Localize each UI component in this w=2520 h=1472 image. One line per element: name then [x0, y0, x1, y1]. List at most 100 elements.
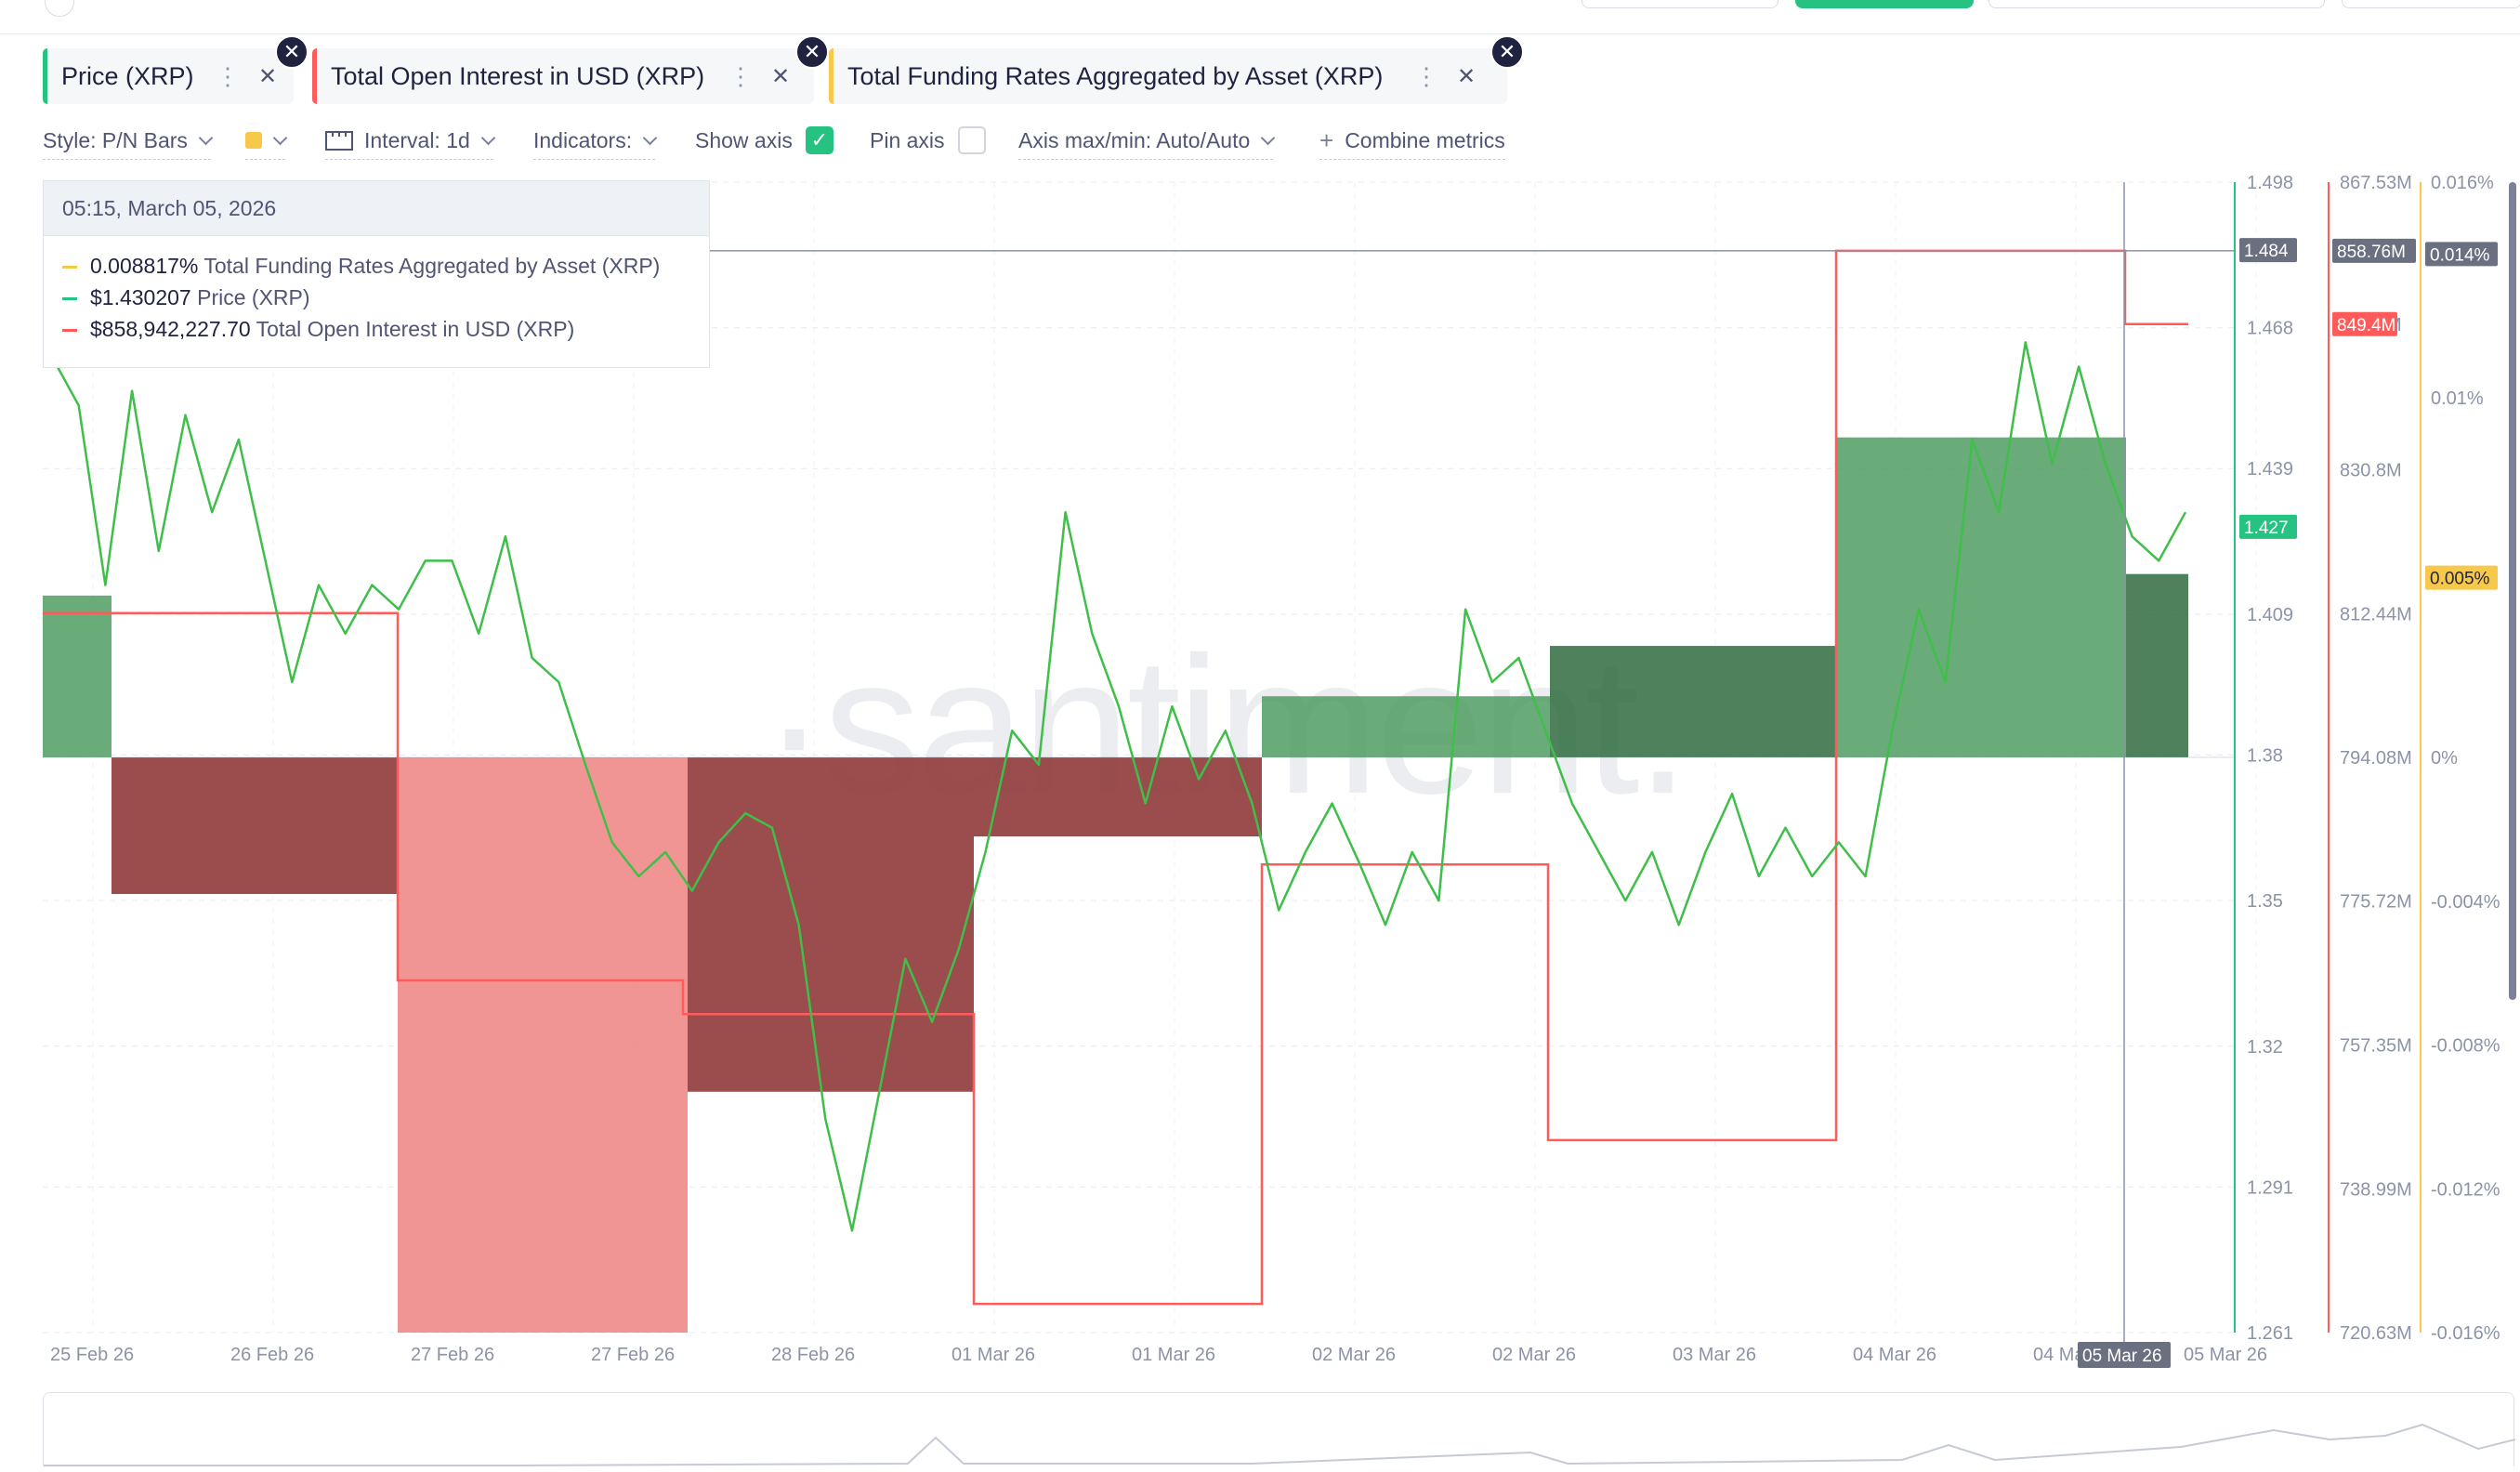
oi-badge-last: 849.4M	[2337, 316, 2395, 335]
indicators-label: Indicators:	[533, 127, 633, 152]
funding-axis-tick: -0.016%	[2431, 1323, 2500, 1344]
funding-bar-negative	[688, 757, 974, 1092]
combine-metrics-label: Combine metrics	[1345, 127, 1505, 152]
pin-axis-toggle[interactable]: Pin axis	[870, 125, 986, 156]
top-toolbar	[0, 0, 2520, 34]
funding-badge-current-bg	[2425, 242, 2498, 267]
x-axis-tick: 02 Mar 26	[1312, 1345, 1396, 1365]
legend-dash	[62, 329, 77, 333]
funding-bar-positive	[1550, 646, 1836, 757]
oi-axis-tick: 830.8M	[2340, 461, 2402, 481]
price-badge-last: 1.427	[2244, 519, 2289, 538]
tooltip-value: $1.430207	[90, 285, 191, 309]
x-axis-tick: 25 Feb 26	[50, 1345, 134, 1365]
funding-bar-negative	[112, 757, 398, 895]
interval-dropdown[interactable]: Interval: 1d	[325, 125, 496, 160]
x-axis-tick: 03 Mar 26	[1673, 1345, 1756, 1365]
oi-axis-tick: 738.99M	[2340, 1179, 2412, 1200]
tooltip-label: Total Funding Rates Aggregated by Asset …	[203, 254, 661, 278]
price-axis-tick: 1.32	[2247, 1037, 2283, 1058]
metric-tab-price[interactable]: Price (XRP) ⋮ ✕ ✕	[43, 35, 308, 104]
indicators-dropdown[interactable]: Indicators:	[533, 125, 658, 160]
x-axis-tick: 04 Mar 26	[1853, 1345, 1936, 1365]
close-icon[interactable]: ✕	[275, 35, 308, 69]
remove-metric-icon[interactable]: ✕	[1457, 63, 1477, 89]
tab-label: Price (XRP)	[61, 61, 194, 90]
funding-badge-last-bg	[2425, 565, 2498, 590]
remove-metric-icon[interactable]: ✕	[771, 63, 791, 89]
x-axis-tick: 02 Mar 26	[1492, 1345, 1576, 1365]
color-swatch	[245, 132, 262, 149]
funding-bar-negative	[974, 757, 1262, 837]
metric-tab-open-interest[interactable]: Total Open Interest in USD (XRP) ⋮ ✕ ✕	[312, 35, 829, 104]
oi-badge-last-bg	[2332, 311, 2397, 336]
x-axis-tick: 27 Feb 26	[411, 1345, 494, 1365]
oi-badge-current: 858.76M	[2337, 243, 2406, 262]
chart-canvas[interactable]: 1.498 1.468 1.439 1.409 1.38 1.35 1.32 1.291 1.2…	[0, 0, 2520, 1394]
tooltip-row-price: $1.430207 Price (XRP)	[62, 285, 310, 310]
combine-metrics-button[interactable]: + Combine metrics	[1319, 125, 1505, 160]
oi-axis-tick: 867.53M	[2340, 173, 2412, 193]
x-cursor-label-bg	[2078, 1342, 2171, 1368]
remove-metric-icon[interactable]: ✕	[258, 63, 278, 89]
close-icon[interactable]: ✕	[795, 35, 829, 69]
tab-color-bar	[829, 48, 833, 104]
funding-axis-tick: 0.01%	[2431, 388, 2484, 409]
interval-label: Interval: 1d	[364, 127, 470, 152]
funding-bar-positive	[1836, 437, 2126, 757]
tooltip-value: $858,942,227.70	[90, 317, 251, 341]
price-axis-tick: 1.35	[2247, 891, 2283, 912]
more-options-icon[interactable]: ⋮	[728, 61, 753, 90]
price-badge-last-bg	[2239, 514, 2297, 539]
legend-dash	[62, 297, 77, 301]
tooltip-row-funding: 0.008817% Total Funding Rates Aggregated…	[62, 254, 660, 279]
axis-maxmin-dropdown[interactable]: Axis max/min: Auto/Auto	[1018, 125, 1276, 160]
x-axis-tick: 01 Mar 26	[1132, 1345, 1215, 1365]
plus-icon: +	[1319, 125, 1334, 154]
show-axis-label: Show axis	[695, 127, 793, 152]
more-options-icon[interactable]: ⋮	[1414, 61, 1438, 90]
price-axis-tick: 1.409	[2247, 605, 2293, 625]
metric-tab-funding-rates[interactable]: Total Funding Rates Aggregated by Asset …	[829, 35, 1524, 104]
funding-bar-positive	[2126, 573, 2188, 757]
show-axis-toggle[interactable]: Show axis ✓	[695, 125, 833, 156]
x-axis-tick: 28 Feb 26	[771, 1345, 855, 1365]
vertical-scrollbar	[2509, 182, 2516, 1000]
tab-color-bar	[312, 48, 317, 104]
funding-axis-tick: -0.004%	[2431, 892, 2500, 913]
more-options-icon[interactable]: ⋮	[216, 61, 240, 90]
color-picker[interactable]	[245, 125, 288, 160]
chart-tooltip: 05:15, March 05, 2026 0.008817% Total Fu…	[43, 180, 710, 368]
x-axis-tick: 05 Mar 26	[2184, 1345, 2267, 1365]
price-line	[50, 341, 2187, 1232]
tooltip-value: 0.008817%	[90, 254, 199, 278]
close-icon[interactable]: ✕	[1490, 35, 1524, 69]
funding-badge-current: 0.014%	[2430, 245, 2490, 265]
range-navigator[interactable]	[43, 1392, 2516, 1466]
style-dropdown[interactable]: Style: P/N Bars	[43, 125, 214, 160]
tab-label: Total Funding Rates Aggregated by Asset …	[847, 61, 1384, 90]
tooltip-label: Price (XRP)	[197, 285, 310, 309]
tooltip-label: Total Open Interest in USD (XRP)	[256, 317, 575, 341]
funding-bar-negative	[398, 757, 688, 1333]
funding-axis-tick: 0.016%	[2431, 173, 2494, 193]
oi-axis-tick: 720.63M	[2340, 1323, 2412, 1344]
checkbox-unchecked-icon[interactable]	[957, 126, 986, 154]
tab-color-bar	[43, 48, 47, 104]
x-axis-tick: 26 Feb 26	[230, 1345, 314, 1365]
x-cursor-label: 05 Mar 26	[2082, 1347, 2162, 1366]
style-label: Style: P/N Bars	[43, 127, 188, 152]
legend-dash	[62, 266, 77, 269]
funding-bar-positive	[1262, 696, 1550, 757]
toolbar-pill[interactable]	[2342, 0, 2520, 8]
checkbox-checked-icon[interactable]: ✓	[805, 126, 833, 154]
price-axis-tick: 1.291	[2247, 1177, 2293, 1198]
funding-bar-positive	[43, 595, 112, 757]
axis-maxmin-label: Axis max/min: Auto/Auto	[1018, 127, 1251, 152]
oi-axis-tick: 812.44M	[2340, 604, 2412, 624]
tab-label: Total Open Interest in USD (XRP)	[331, 61, 705, 90]
oi-badge-current-bg	[2332, 238, 2416, 263]
price-axis-tick: 1.468	[2247, 319, 2293, 339]
oi-axis-tick: 775.72M	[2340, 892, 2412, 913]
price-axis-tick: 1.261	[2247, 1323, 2293, 1344]
